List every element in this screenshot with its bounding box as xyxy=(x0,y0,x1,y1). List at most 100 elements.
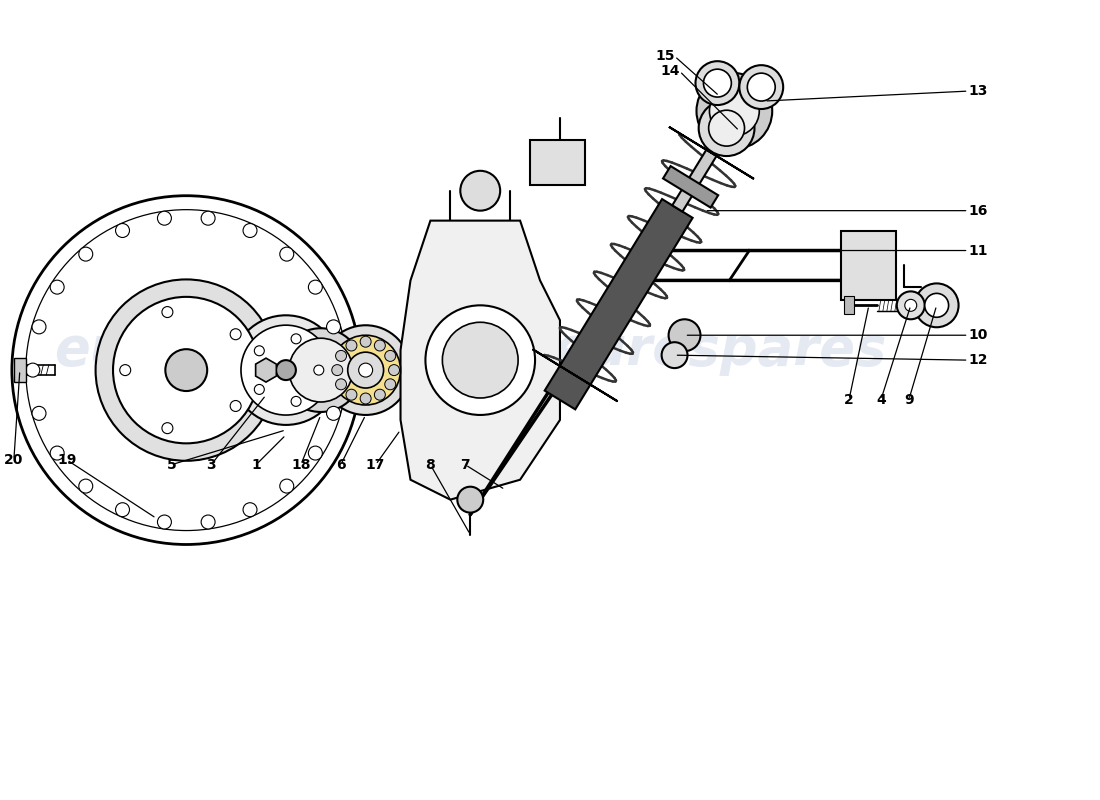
Circle shape xyxy=(254,385,264,394)
Circle shape xyxy=(669,319,701,351)
Text: 11: 11 xyxy=(968,243,988,258)
Text: 6: 6 xyxy=(336,458,345,472)
Polygon shape xyxy=(672,125,732,211)
Polygon shape xyxy=(400,221,560,500)
FancyBboxPatch shape xyxy=(530,140,585,185)
Circle shape xyxy=(388,365,399,375)
Circle shape xyxy=(279,328,363,412)
Circle shape xyxy=(442,322,518,398)
Circle shape xyxy=(308,280,322,294)
Circle shape xyxy=(321,326,410,415)
Text: 1: 1 xyxy=(251,458,261,472)
Text: 16: 16 xyxy=(968,204,988,218)
Text: 14: 14 xyxy=(660,64,680,78)
Circle shape xyxy=(116,223,130,238)
Text: 2: 2 xyxy=(844,393,854,407)
Circle shape xyxy=(426,306,535,415)
Text: 13: 13 xyxy=(968,84,988,98)
Circle shape xyxy=(231,315,341,425)
Text: eurospares: eurospares xyxy=(552,324,887,376)
Circle shape xyxy=(385,350,396,362)
Circle shape xyxy=(925,294,948,318)
Circle shape xyxy=(96,279,277,461)
Circle shape xyxy=(332,365,343,375)
Circle shape xyxy=(710,86,759,136)
Circle shape xyxy=(230,329,241,340)
Circle shape xyxy=(289,338,353,402)
Circle shape xyxy=(165,349,207,391)
Circle shape xyxy=(79,479,92,493)
Text: 5: 5 xyxy=(166,458,176,472)
Polygon shape xyxy=(669,127,754,179)
Circle shape xyxy=(279,247,294,261)
Text: 9: 9 xyxy=(904,393,914,407)
Circle shape xyxy=(747,73,776,101)
Circle shape xyxy=(708,110,745,146)
Circle shape xyxy=(279,479,294,493)
Circle shape xyxy=(120,365,131,375)
Circle shape xyxy=(157,211,172,225)
Circle shape xyxy=(51,446,64,460)
Circle shape xyxy=(346,340,356,351)
Circle shape xyxy=(336,350,346,362)
Circle shape xyxy=(116,502,130,517)
Polygon shape xyxy=(255,358,276,382)
Circle shape xyxy=(157,515,172,529)
FancyBboxPatch shape xyxy=(14,358,25,382)
Circle shape xyxy=(460,170,500,210)
Circle shape xyxy=(230,401,241,411)
Text: 15: 15 xyxy=(656,49,674,63)
Circle shape xyxy=(51,280,64,294)
Circle shape xyxy=(201,515,216,529)
Circle shape xyxy=(25,363,40,377)
Circle shape xyxy=(374,390,385,400)
Text: 18: 18 xyxy=(292,458,310,472)
Text: 7: 7 xyxy=(461,458,470,472)
Text: eurospares: eurospares xyxy=(55,324,388,376)
Circle shape xyxy=(374,340,385,351)
Circle shape xyxy=(333,363,346,377)
Polygon shape xyxy=(663,166,718,208)
Circle shape xyxy=(276,360,296,380)
Text: 20: 20 xyxy=(4,453,23,466)
Circle shape xyxy=(458,486,483,513)
Circle shape xyxy=(739,65,783,109)
Circle shape xyxy=(331,335,400,405)
Circle shape xyxy=(359,363,373,377)
Circle shape xyxy=(292,396,301,406)
Text: 17: 17 xyxy=(366,458,385,472)
Text: 4: 4 xyxy=(876,393,886,407)
Text: 3: 3 xyxy=(207,458,216,472)
Polygon shape xyxy=(532,350,617,402)
Text: 8: 8 xyxy=(426,458,436,472)
Circle shape xyxy=(696,73,772,149)
Circle shape xyxy=(348,352,384,388)
Circle shape xyxy=(896,291,925,319)
Circle shape xyxy=(327,320,341,334)
Circle shape xyxy=(243,502,257,517)
Circle shape xyxy=(254,346,264,356)
Circle shape xyxy=(346,390,356,400)
Circle shape xyxy=(32,320,46,334)
Circle shape xyxy=(360,336,371,347)
FancyBboxPatch shape xyxy=(844,296,854,314)
Circle shape xyxy=(314,365,323,375)
Circle shape xyxy=(308,446,322,460)
Circle shape xyxy=(327,406,341,420)
Circle shape xyxy=(79,247,92,261)
Text: 12: 12 xyxy=(968,353,988,367)
Circle shape xyxy=(113,297,260,443)
Circle shape xyxy=(336,379,346,390)
Circle shape xyxy=(360,393,371,404)
Circle shape xyxy=(292,334,301,344)
Circle shape xyxy=(385,379,396,390)
Circle shape xyxy=(162,422,173,434)
Polygon shape xyxy=(544,199,693,410)
Circle shape xyxy=(661,342,688,368)
Circle shape xyxy=(915,283,958,327)
Circle shape xyxy=(698,100,755,156)
Text: 19: 19 xyxy=(57,453,76,466)
Circle shape xyxy=(201,211,216,225)
Circle shape xyxy=(695,61,739,105)
Circle shape xyxy=(32,406,46,420)
